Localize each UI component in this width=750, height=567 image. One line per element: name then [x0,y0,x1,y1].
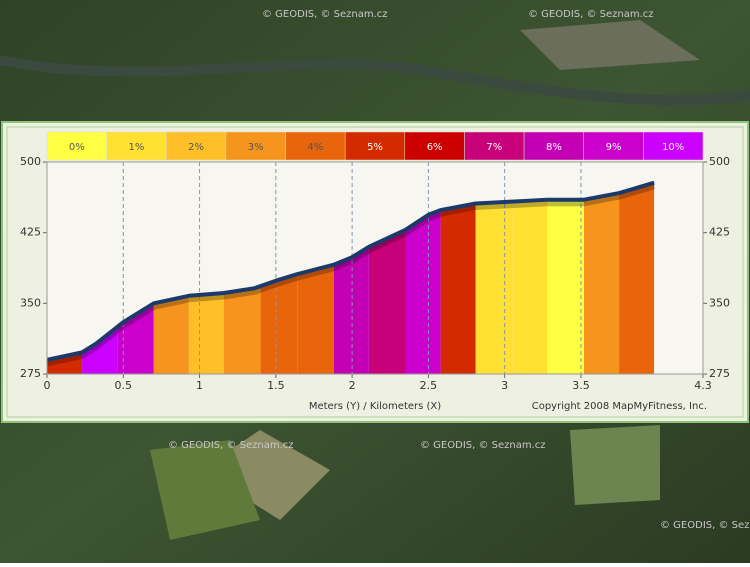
x-tick-label: 2 [349,379,356,392]
y-tick-label: 500 [20,155,41,168]
legend-label: 7% [486,142,502,153]
axis-label: Meters (Y) / Kilometers (X) [309,401,441,412]
map-attribution: © GEODIS, © Seznam.cz [420,440,546,451]
legend-label: 3% [248,142,264,153]
legend-swatch [225,131,286,161]
profile-line [46,180,655,362]
map-field [150,440,260,540]
legend-swatch [166,131,227,161]
legend-label: 4% [307,142,323,153]
legend-swatch [523,131,584,161]
grade-segment [547,182,585,374]
x-tick-label: 0.5 [115,379,133,392]
y-tick-label: 500 [709,155,730,168]
plot-frame [46,161,704,375]
legend-label: 1% [129,142,145,153]
y-tick-label: 275 [709,367,730,380]
legend-swatch [464,131,525,161]
y-tick-label: 275 [20,367,41,380]
legend-swatch [404,131,465,161]
x-tick-label: 1 [196,379,203,392]
map-attribution: © GEODIS, © Seznam.cz [168,440,294,451]
y-tick-label: 350 [20,296,41,309]
legend-label: 2% [188,142,204,153]
map-attribution: © GEODIS, © Seznam.cz [660,520,750,531]
grade-segment [619,182,655,374]
line-shadow [46,182,656,367]
legend-swatch [106,131,167,161]
copyright: Copyright 2008 MapMyFitness, Inc. [532,401,707,412]
legend-swatch [285,131,346,161]
legend-label: 0% [69,142,85,153]
legend-label: 8% [546,142,562,153]
legend-label: 6% [427,142,443,153]
legend-swatch [643,131,704,161]
grade-segment [440,182,476,374]
panel-border [6,126,744,418]
legend-label: 9% [606,142,622,153]
legend-label: 5% [367,142,383,153]
legend-label: 10% [662,142,684,153]
map-river [0,55,750,106]
legend-swatch [344,131,406,161]
legend-swatch [46,131,107,161]
map-attribution: © GEODIS, © Seznam.cz [528,9,654,20]
x-tick-label: 4.3 [694,379,712,392]
x-tick-label: 2.5 [420,379,438,392]
x-tick-label: 1.5 [267,379,285,392]
x-tick-label: 3 [501,379,508,392]
y-tick-label: 350 [709,296,730,309]
x-tick-label: 3.5 [572,379,590,392]
grade-segment [512,182,548,374]
y-tick-label: 425 [20,226,41,239]
grade-segment [475,182,513,374]
map-town [520,20,700,70]
legend-swatch [583,131,644,161]
map-attribution: © GEODIS, © Seznam.cz [262,9,388,20]
y-tick-label: 425 [709,226,730,239]
grade-segment [584,182,620,374]
x-tick-label: 0 [44,379,51,392]
map-field [570,425,660,505]
